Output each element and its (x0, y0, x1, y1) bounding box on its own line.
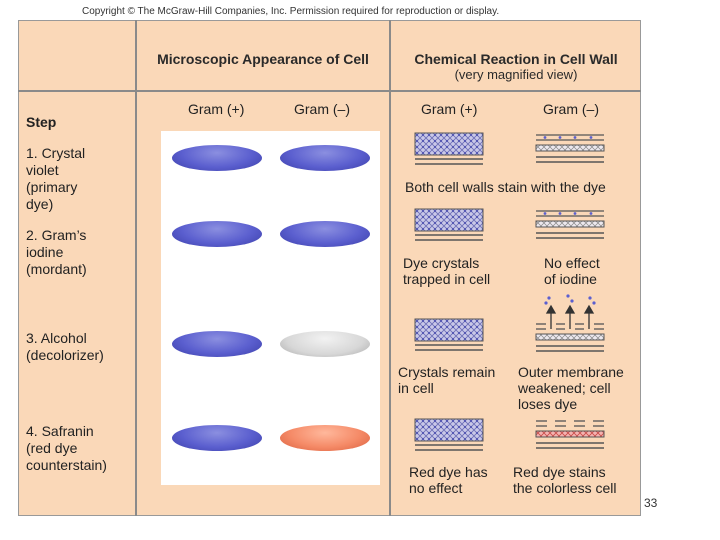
divider-header (18, 90, 641, 92)
reaction-step2-neg: No effect of iodine (544, 255, 600, 287)
divider-middle (389, 20, 391, 516)
step-2-label: 2. Gram’s iodine (mordant) (26, 227, 87, 277)
wall-step4-gram-neg (535, 420, 605, 449)
header-microscopic: Microscopic Appearance of Cell (157, 51, 369, 67)
step-3-label: 3. Alcohol (decolorizer) (26, 330, 104, 363)
wall-step4-gram-pos (414, 418, 484, 451)
reaction-step3-pos: Crystals remain in cell (398, 364, 496, 396)
col-label-micro-pos: Gram (+) (188, 101, 245, 117)
reaction-step3-neg: Outer membrane weakened; cell loses dye (518, 364, 624, 412)
col-label-chem-pos: Gram (+) (421, 101, 478, 117)
wall-step2-gram-neg (535, 210, 605, 239)
page-number: 33 (644, 496, 658, 510)
cell-step4-gram-pos (172, 425, 262, 451)
cell-step2-gram-pos (172, 221, 262, 247)
wall-step3-gram-pos (414, 318, 484, 351)
reaction-step4-neg: Red dye stains the colorless cell (513, 464, 617, 496)
cell-step4-gram-neg (280, 425, 370, 451)
cell-step2-gram-neg (280, 221, 370, 247)
cell-step3-gram-neg (280, 331, 370, 357)
step-heading: Step (26, 114, 57, 130)
wall-step1-gram-neg (535, 134, 605, 163)
reaction-step1-both: Both cell walls stain with the dye (405, 179, 606, 195)
cell-step1-gram-neg (280, 145, 370, 171)
divider-left (135, 20, 137, 516)
header-chemical: Chemical Reaction in Cell Wall (very mag… (392, 51, 640, 82)
wall-step1-gram-pos (414, 132, 484, 165)
step-1-label: 1. Crystal violet (primary dye) (26, 145, 86, 212)
col-label-micro-neg: Gram (–) (294, 101, 350, 117)
header-chemical-title: Chemical Reaction in Cell Wall (414, 51, 618, 67)
wall-step3-gram-neg (535, 294, 605, 352)
cell-step3-gram-pos (172, 331, 262, 357)
step-4-label: 4. Safranin (red dye counterstain) (26, 423, 107, 473)
copyright-notice: Copyright © The McGraw-Hill Companies, I… (82, 6, 500, 17)
reaction-step4-pos: Red dye has no effect (409, 464, 488, 496)
reaction-step2-pos: Dye crystals trapped in cell (403, 255, 491, 287)
col-label-chem-neg: Gram (–) (543, 101, 599, 117)
wall-step2-gram-pos (414, 208, 484, 241)
header-chemical-subtitle: (very magnified view) (454, 67, 578, 82)
cell-step1-gram-pos (172, 145, 262, 171)
